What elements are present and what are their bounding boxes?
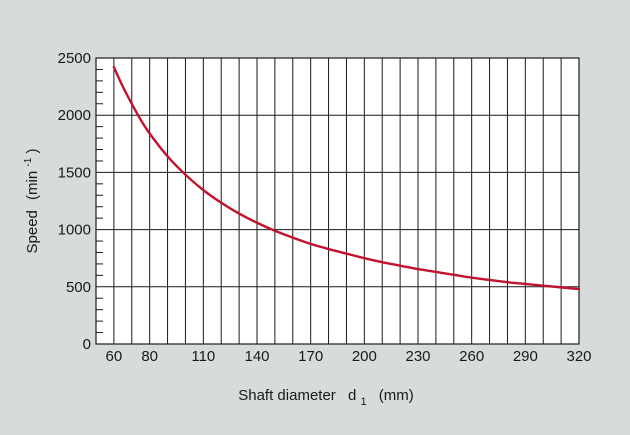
- x-tick-label: 80: [141, 348, 158, 365]
- x-axis-symbol: d: [348, 387, 356, 404]
- y-axis-title: Speed (min -1 ): [18, 149, 41, 254]
- y-tick-label: 0: [83, 336, 91, 353]
- y-tick-label: 1000: [58, 222, 91, 239]
- plot-frame: [95, 57, 580, 345]
- x-axis-title: Shaft diameter d 1 (mm): [238, 387, 414, 409]
- x-tick-label: 200: [352, 348, 377, 365]
- x-tick-label: 60: [106, 348, 123, 365]
- y-tick-label: 2500: [58, 50, 91, 67]
- y-axis-unit-close: ): [24, 149, 41, 154]
- x-axis-subscript: 1: [360, 396, 366, 408]
- x-axis-label: Shaft diameter: [238, 387, 336, 404]
- y-axis-label: Speed: [24, 210, 41, 253]
- y-tick-label: 500: [66, 279, 91, 296]
- y-tick-label: 1500: [58, 164, 91, 181]
- grid-lines: [96, 58, 579, 344]
- x-tick-label: 110: [191, 348, 215, 365]
- x-axis-unit: (mm): [379, 387, 414, 404]
- x-tick-label: 290: [513, 348, 538, 365]
- x-tick-label: 140: [244, 348, 269, 365]
- x-tick-label: 260: [459, 348, 484, 365]
- x-tick-labels: 60 80 110 140 170 200 230 260 290 320: [106, 348, 592, 365]
- x-tick-label: 170: [298, 348, 323, 365]
- series-line: [112, 65, 581, 291]
- y-axis-unit-superscript: -1: [23, 157, 34, 166]
- x-tick-label: 230: [405, 348, 430, 365]
- y-tick-label: 2000: [58, 107, 91, 124]
- y-tick-labels: 0 500 1000 1500 2000 2500: [58, 50, 91, 353]
- y-axis-unit-open: (min: [24, 171, 41, 200]
- y-minor-ticks: [96, 68, 103, 334]
- x-tick-label: 320: [566, 348, 591, 365]
- series-layer: [112, 65, 581, 291]
- plot-area: [96, 58, 579, 344]
